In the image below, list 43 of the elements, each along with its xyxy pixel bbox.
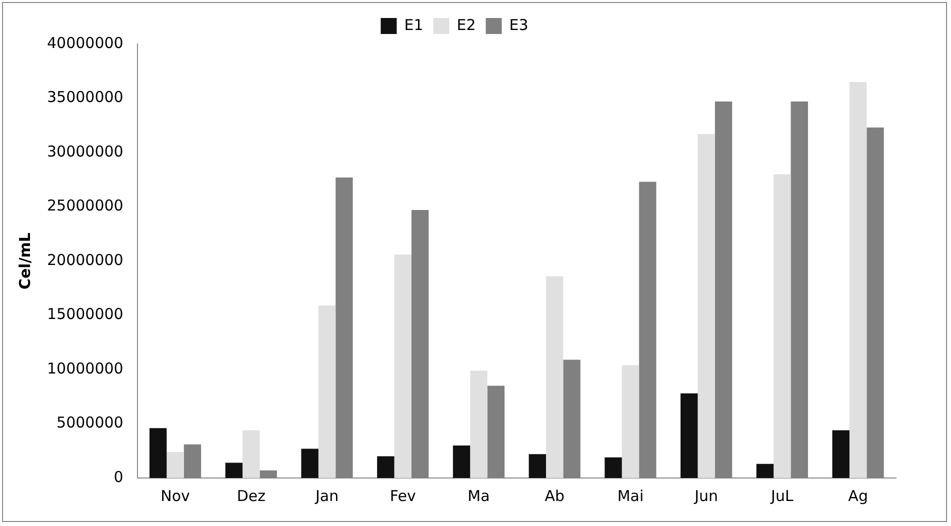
- bar: [394, 254, 412, 478]
- legend-label: E2: [456, 16, 476, 34]
- y-tick-label: 0: [114, 468, 124, 486]
- bar: [149, 428, 167, 478]
- x-tick-label: Jun: [694, 486, 718, 505]
- x-tick-label: Ma: [468, 486, 490, 505]
- y-tick-label: 30000000: [46, 142, 124, 160]
- bar: [301, 448, 318, 478]
- x-tick-label: Jan: [314, 486, 339, 505]
- bar: [318, 305, 336, 478]
- bar: [680, 393, 698, 478]
- bar: [377, 456, 394, 478]
- x-tick-label: Fev: [390, 486, 416, 505]
- legend-label: E3: [509, 16, 528, 34]
- x-tick-label: Nov: [160, 486, 190, 505]
- x-tick-label: Mai: [617, 486, 644, 505]
- legend-label: E1: [404, 16, 424, 34]
- y-tick-label: 20000000: [46, 250, 124, 269]
- bar: [832, 430, 850, 478]
- y-tick-label: 10000000: [46, 359, 124, 378]
- bar: [849, 82, 867, 478]
- bar: [756, 464, 774, 478]
- bar: [528, 454, 546, 478]
- y-tick-label: 15000000: [46, 305, 124, 324]
- x-tick-label: Ab: [544, 486, 565, 505]
- y-tick-label: 5000000: [56, 414, 124, 432]
- bar: [470, 370, 488, 478]
- bar: [774, 174, 791, 478]
- x-tick-label: JuL: [770, 486, 794, 505]
- bar: [452, 445, 470, 478]
- bar: [166, 452, 184, 478]
- bar: [225, 462, 243, 478]
- y-tick-label: 25000000: [46, 196, 124, 215]
- bar: [604, 457, 622, 478]
- bar: [698, 134, 715, 478]
- y-tick-label: 40000000: [46, 34, 124, 52]
- x-tick-label: Dez: [236, 486, 266, 505]
- y-tick-label: 35000000: [46, 88, 124, 106]
- bar: [546, 276, 564, 478]
- bar: [242, 430, 260, 478]
- bar: [622, 365, 640, 478]
- x-tick-label: Ag: [848, 486, 868, 505]
- y-axis-title: Cel/mL: [16, 232, 34, 290]
